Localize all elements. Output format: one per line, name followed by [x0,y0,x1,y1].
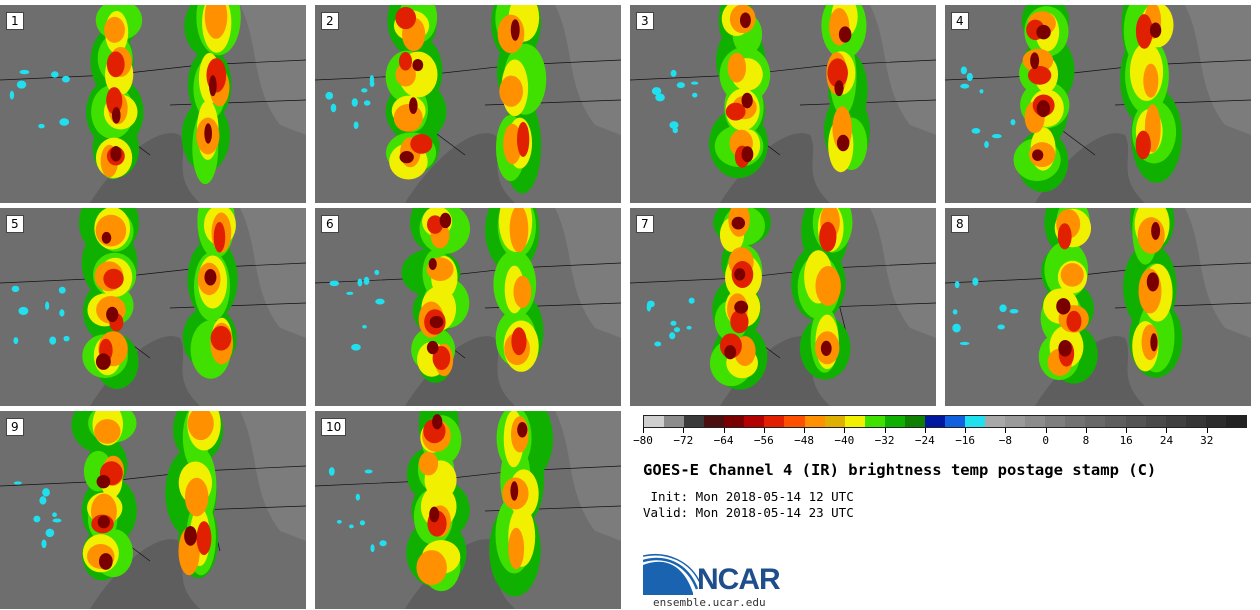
member-panel: 5 [0,208,306,406]
member-label: 7 [636,215,654,233]
colorbar-swatch [1185,416,1206,427]
member-panel: 9 [0,411,306,609]
ir-imagery [315,411,621,609]
colorbar-tick [1166,428,1168,433]
colorbar-swatch [764,416,785,427]
colorbar-tick [723,428,725,433]
colorbar-swatch [1065,416,1086,427]
member-label: 8 [951,215,969,233]
colorbar-tick [965,428,967,433]
member-label: 4 [951,12,969,30]
figure-title: GOES-E Channel 4 (IR) brightness temp po… [643,461,1157,479]
ir-imagery [0,411,306,609]
colorbar-tick [1126,428,1128,433]
colorbar-tick-label: −40 [834,434,855,447]
member-panel: 10 [315,411,621,609]
colorbar-swatch [1045,416,1066,427]
colorbar-swatch [704,416,725,427]
member-panel: 7 [630,208,936,406]
ir-imagery [0,5,306,203]
colorbar-swatch [724,416,745,427]
member-label: 5 [6,215,24,233]
colorbar-tick-label: 32 [1200,434,1214,447]
colorbar-tick-label: −80 [633,434,653,447]
colorbar-swatch [784,416,805,427]
colorbar-tick-label: −48 [794,434,814,447]
colorbar-tick-label: −56 [753,434,774,447]
valid-time: Valid: Mon 2018-05-14 23 UTC [643,505,854,520]
colorbar-swatch [1205,416,1226,427]
colorbar-tick-label: 0 [1042,434,1049,447]
colorbar-swatch [844,416,865,427]
colorbar-swatch [864,416,885,427]
member-panel: 3 [630,5,936,203]
colorbar-tick [683,428,685,433]
ncar-logo-icon [643,554,702,595]
colorbar-swatch [744,416,765,427]
colorbar-swatch [664,416,685,427]
ir-imagery [630,208,936,406]
colorbar-tick-label: 8 [1082,434,1090,447]
colorbar-tick-label: −8 [998,434,1013,447]
ir-imagery [945,208,1251,406]
colorbar-tick [1085,428,1087,433]
colorbar-tick-label: −64 [713,434,734,447]
colorbar-tick-label: 16 [1119,434,1133,447]
site-url: ensemble.ucar.edu [653,596,766,609]
colorbar-tick [1045,428,1047,433]
logo-text: NCAR [697,563,781,596]
member-panel: 2 [315,5,621,203]
colorbar-swatch [644,416,665,427]
member-panel: 6 [315,208,621,406]
member-panel: 1 [0,5,306,203]
colorbar-swatch [944,416,965,427]
member-label: 1 [6,12,24,30]
colorbar-swatch [1025,416,1046,427]
ir-imagery [630,5,936,203]
ir-imagery [945,5,1251,203]
colorbar-tick-label: −24 [914,434,935,447]
colorbar-swatch [1105,416,1126,427]
colorbar-tick [1206,428,1208,433]
member-label: 2 [321,12,339,30]
member-label: 10 [321,418,347,436]
colorbar-tick-label: −16 [955,434,976,447]
colorbar-tick [924,428,926,433]
colorbar-swatch [884,416,905,427]
colorbar-swatch [824,416,845,427]
colorbar-swatch [1005,416,1026,427]
colorbar-swatch [1085,416,1106,427]
ir-imagery [0,208,306,406]
colorbar-ticks: −80 −72 −64 −56 −48 −40 −32 −24 −16 −8 0 8 16 24 32 [633,428,1247,448]
colorbar-tick [844,428,846,433]
colorbar-swatch [684,416,705,427]
colorbar-tick-label: 24 [1159,434,1174,447]
colorbar-tick-label: −72 [673,434,694,447]
colorbar-swatch [804,416,825,427]
colorbar-tick [804,428,806,433]
colorbar-tick [884,428,886,433]
colorbar-tick [643,428,644,433]
colorbar-swatch [904,416,925,427]
colorbar-swatch [985,416,1006,427]
colorbar-tick [1005,428,1007,433]
colorbar-swatch [1145,416,1166,427]
ir-imagery [315,208,621,406]
colorbar-swatch [924,416,945,427]
colorbar-swatch [1125,416,1146,427]
init-time: Init: Mon 2018-05-14 12 UTC [643,489,854,504]
colorbar-tick-label: −32 [874,434,895,447]
colorbar-tick [763,428,765,433]
ir-imagery [315,5,621,203]
colorbar-swatch [1225,416,1246,427]
colorbar-swatch [1165,416,1186,427]
member-label: 9 [6,418,24,436]
member-panel: 8 [945,208,1251,406]
member-panel: 4 [945,5,1251,203]
colorbar-swatch [965,416,986,427]
member-label: 3 [636,12,654,30]
member-label: 6 [321,215,339,233]
colorbar [643,415,1247,428]
